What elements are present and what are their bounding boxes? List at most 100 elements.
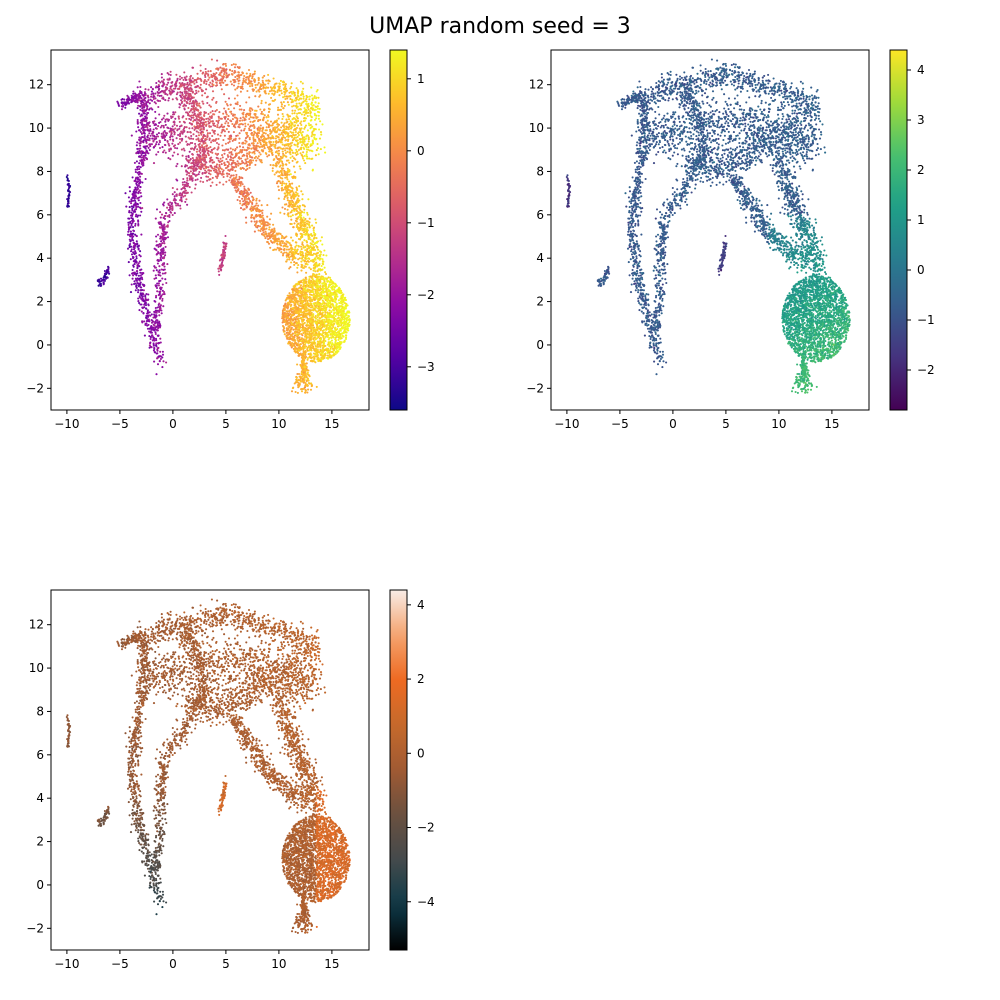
scatter-point: [287, 212, 289, 214]
scatter-point: [245, 222, 247, 224]
scatter-point: [138, 155, 140, 157]
scatter-point: [269, 146, 271, 148]
scatter-point: [197, 178, 199, 180]
scatter-point: [318, 153, 320, 155]
scatter-point: [254, 114, 256, 116]
scatter-point: [159, 306, 161, 308]
scatter-point: [170, 207, 172, 209]
scatter-point: [155, 240, 157, 242]
scatter-point: [301, 211, 303, 213]
scatter-point: [221, 124, 223, 126]
scatter-point: [301, 243, 303, 245]
scatter-point: [223, 107, 225, 109]
scatter-point: [164, 252, 166, 254]
scatter-point: [294, 112, 296, 114]
scatter-point: [235, 64, 237, 66]
scatter-point: [145, 110, 147, 112]
scatter-point: [280, 126, 282, 128]
scatter-point: [281, 132, 283, 134]
scatter-point: [189, 186, 191, 188]
scatter-point: [245, 169, 247, 171]
scatter-point: [162, 96, 164, 98]
scatter-point: [209, 178, 211, 180]
scatter-point: [175, 97, 177, 99]
scatter-point: [172, 187, 174, 189]
scatter-point: [134, 250, 136, 252]
scatter-point: [158, 84, 160, 86]
scatter-point: [136, 98, 138, 100]
scatter-point: [250, 217, 252, 219]
scatter-point: [195, 90, 197, 92]
scatter-point: [242, 155, 244, 157]
scatter-point: [146, 105, 148, 107]
scatter-point: [273, 249, 275, 251]
scatter-point: [173, 145, 175, 147]
scatter-point: [233, 131, 235, 133]
scatter-point: [252, 143, 254, 145]
scatter-point: [155, 338, 157, 340]
scatter-point: [275, 137, 277, 139]
scatter-point: [124, 192, 126, 194]
scatter-point: [195, 119, 197, 121]
scatter-point: [257, 150, 259, 152]
scatter-point: [239, 126, 241, 128]
scatter-point: [215, 102, 217, 104]
scatter-point: [306, 112, 308, 114]
scatter-point: [303, 204, 305, 206]
scatter-point: [150, 346, 152, 348]
scatter-point: [145, 304, 147, 306]
scatter-point: [295, 186, 297, 188]
scatter-point: [135, 171, 137, 173]
scatter-point: [195, 100, 197, 102]
scatter-point: [128, 229, 130, 231]
scatter-point: [133, 193, 135, 195]
scatter-point: [164, 90, 166, 92]
scatter-point: [196, 81, 198, 83]
scatter-point: [140, 192, 142, 194]
scatter-point: [273, 231, 275, 233]
scatter-point: [140, 102, 142, 104]
scatter-point: [233, 72, 235, 74]
scatter-point: [154, 111, 156, 113]
scatter-point: [172, 111, 174, 113]
scatter-point: [286, 160, 288, 162]
scatter-point: [268, 228, 270, 230]
scatter-point: [297, 264, 299, 266]
scatter-point: [138, 309, 140, 311]
scatter-point: [306, 96, 308, 98]
scatter-point: [142, 284, 144, 286]
scatter-point: [219, 173, 221, 175]
scatter-point: [68, 191, 70, 193]
scatter-point: [127, 217, 129, 219]
scatter-point: [304, 221, 306, 223]
scatter-point: [162, 273, 164, 275]
scatter-point: [292, 251, 294, 253]
scatter-point: [282, 134, 284, 136]
scatter-point: [281, 235, 283, 237]
scatter-point: [243, 78, 245, 80]
scatter-point: [153, 340, 155, 342]
scatter-point: [306, 104, 308, 106]
scatter-point: [258, 77, 260, 79]
scatter-point: [292, 240, 294, 242]
scatter-point: [242, 83, 244, 85]
scatter-point: [167, 157, 169, 159]
scatter-point: [235, 162, 237, 164]
scatter-point: [278, 109, 280, 111]
scatter-point: [163, 239, 165, 241]
scatter-point: [158, 355, 160, 357]
scatter-point: [174, 85, 176, 87]
scatter-point: [183, 130, 185, 132]
scatter-point: [304, 225, 306, 227]
scatter-point: [157, 347, 159, 349]
scatter-point: [222, 156, 224, 158]
scatter-point: [201, 101, 203, 103]
scatter-point: [228, 97, 230, 99]
scatter-point: [318, 257, 320, 259]
scatter-point: [292, 91, 294, 93]
scatter-point: [309, 149, 311, 151]
scatter-point: [227, 124, 229, 126]
scatter-point: [272, 235, 274, 237]
scatter-point: [301, 234, 303, 236]
